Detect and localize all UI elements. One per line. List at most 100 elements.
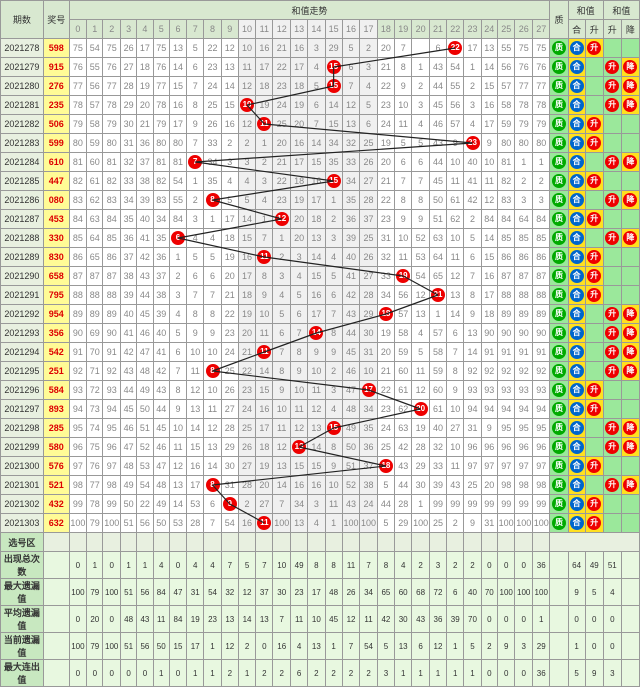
xh-cell[interactable] — [464, 533, 481, 552]
stat-cell: 54 — [204, 579, 221, 606]
stat-cell — [43, 579, 69, 606]
xh-cell[interactable] — [204, 533, 221, 552]
num-cell: 46 — [342, 362, 360, 381]
sheng-cell: 升 — [585, 115, 603, 134]
stat-cell: 37 — [256, 579, 273, 606]
num-cell: 16 — [256, 39, 273, 58]
stat-cell: 84 — [153, 579, 169, 606]
xh-cell[interactable] — [447, 533, 464, 552]
stat-cell: 1 — [395, 660, 412, 687]
num-cell: 13 — [169, 476, 186, 495]
xh-cell[interactable] — [238, 533, 255, 552]
num-cell: 43 — [395, 457, 412, 476]
xh-cell[interactable] — [429, 533, 446, 552]
num-cell: 40 — [342, 248, 360, 267]
xh-cell[interactable] — [221, 533, 238, 552]
num-cell: 14 — [464, 343, 481, 362]
num-cell: 95 — [515, 419, 533, 438]
num-cell: 55 — [87, 58, 103, 77]
num-cell: 4 — [308, 58, 325, 77]
num-cell: 4 — [308, 514, 325, 533]
num-cell: 57 — [447, 115, 464, 134]
hdr-col-18: 18 — [377, 20, 394, 39]
num-cell: 58 — [429, 343, 446, 362]
num-cell: 35 — [120, 210, 136, 229]
num-cell: 2 — [238, 495, 255, 514]
xh-cell[interactable] — [87, 533, 103, 552]
num-cell: 19 — [221, 248, 238, 267]
num-cell: 61 — [447, 191, 464, 210]
num-cell: 26 — [120, 39, 136, 58]
stat-cell: 0 — [497, 660, 515, 687]
hdr-col-23: 23 — [464, 20, 481, 39]
xh-cell[interactable] — [290, 533, 307, 552]
stat-cell — [621, 606, 639, 633]
num-cell: 35 — [342, 191, 360, 210]
sheng-cell: 升 — [585, 210, 603, 229]
xh-cell[interactable] — [377, 533, 394, 552]
num-cell: 56 — [447, 96, 464, 115]
zhi-cell: 质 — [550, 305, 568, 324]
xh-cell[interactable] — [342, 533, 360, 552]
num-cell: 24 — [360, 495, 378, 514]
num-cell: 22 — [273, 58, 291, 77]
jiang-cell: 954 — [43, 305, 69, 324]
num-cell: 75 — [153, 39, 169, 58]
xh-cell[interactable] — [360, 533, 378, 552]
num-cell: 32 — [429, 438, 446, 457]
xh-cell[interactable] — [532, 533, 550, 552]
num-cell: 99 — [481, 495, 497, 514]
xh-cell[interactable] — [256, 533, 273, 552]
num-cell: 21 — [273, 39, 291, 58]
stat-cell: 3 — [377, 660, 394, 687]
num-cell: 77 — [532, 77, 550, 96]
xh-cell[interactable] — [395, 533, 412, 552]
stat-cell: 3 — [515, 633, 533, 660]
xh-cell[interactable] — [103, 533, 121, 552]
data-row: 2021292954898989404539488221910561774329… — [1, 305, 640, 324]
stat-cell: 47 — [169, 579, 186, 606]
stat-cell — [621, 633, 639, 660]
num-cell: 8 — [325, 324, 342, 343]
xh-cell[interactable] — [325, 533, 342, 552]
num-cell: 89 — [87, 305, 103, 324]
xh-cell[interactable] — [497, 533, 515, 552]
xh-cell[interactable] — [412, 533, 430, 552]
xh-cell[interactable] — [120, 533, 136, 552]
xh-cell[interactable] — [308, 533, 325, 552]
xh-cell[interactable] — [481, 533, 497, 552]
xh-cell[interactable] — [550, 533, 640, 552]
num-cell: 1 — [256, 210, 273, 229]
num-cell: 97 — [532, 457, 550, 476]
data-row: 2021280276775677281977157241412182318515… — [1, 77, 640, 96]
num-cell: 41 — [464, 172, 481, 191]
sheng-cell — [585, 476, 603, 495]
num-cell: 28 — [221, 419, 238, 438]
xh-cell[interactable] — [169, 533, 186, 552]
jiang-cell2 — [621, 400, 639, 419]
hdr-col-20: 20 — [412, 20, 430, 39]
num-cell: 63 — [87, 210, 103, 229]
num-cell: 95 — [497, 419, 515, 438]
he-cell: 合 — [568, 39, 585, 58]
stat-cell: 100 — [103, 633, 121, 660]
num-cell: 40 — [120, 305, 136, 324]
stat-cell: 43 — [137, 606, 153, 633]
hdr-zhi: 质 — [550, 1, 568, 39]
xh-cell[interactable] — [515, 533, 533, 552]
num-cell: 97 — [497, 457, 515, 476]
xh-cell[interactable] — [43, 533, 69, 552]
xh-cell[interactable] — [153, 533, 169, 552]
num-cell: 5 — [360, 96, 378, 115]
xh-cell[interactable] — [273, 533, 291, 552]
sheng-cell: 升 — [585, 267, 603, 286]
xh-cell[interactable] — [69, 533, 87, 552]
num-cell: 4 — [360, 77, 378, 96]
num-cell: 11 — [290, 400, 307, 419]
xh-cell[interactable] — [137, 533, 153, 552]
stat-cell: 3 — [429, 552, 446, 579]
data-row: 2021294542917091424741610102421117899453… — [1, 343, 640, 362]
num-cell: 7 — [204, 514, 221, 533]
num-cell: 14 — [325, 96, 342, 115]
xh-cell[interactable] — [187, 533, 204, 552]
